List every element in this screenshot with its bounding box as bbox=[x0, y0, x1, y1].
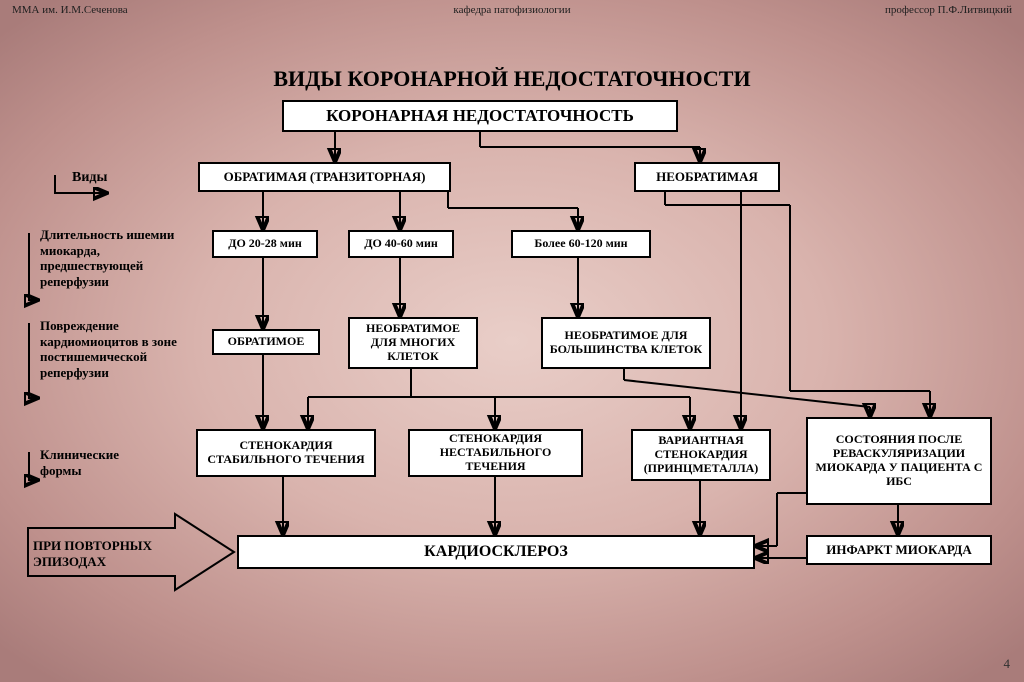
label-duration: Длительность ишемии миокарда, предшеству… bbox=[40, 227, 180, 289]
node-irreversible: НЕОБРАТИМАЯ bbox=[634, 162, 780, 192]
node-p1: ОБРАТИМОЕ bbox=[212, 329, 320, 355]
node-root: КОРОНАРНАЯ НЕДОСТАТОЧНОСТЬ bbox=[282, 100, 678, 132]
node-c2: СТЕНОКАРДИЯ НЕСТАБИЛЬНОГО ТЕЧЕНИЯ bbox=[408, 429, 583, 477]
node-d1: ДО 20-28 мин bbox=[212, 230, 318, 258]
node-d3: Более 60-120 мин bbox=[511, 230, 651, 258]
slide: ММА им. И.М.Сеченова кафедра патофизиоло… bbox=[0, 0, 1024, 682]
page-title: ВИДЫ КОРОНАРНОЙ НЕДОСТАТОЧНОСТИ bbox=[0, 66, 1024, 92]
label-types: Виды bbox=[72, 170, 107, 187]
node-sclerosis: КАРДИОСКЛЕРОЗ bbox=[237, 535, 755, 569]
node-c4: СОСТОЯНИЯ ПОСЛЕ РЕВАСКУЛЯРИЗАЦИИ МИОКАРД… bbox=[806, 417, 992, 505]
header-right: профессор П.Ф.Литвицкий bbox=[885, 4, 1012, 16]
page-number: 4 bbox=[1004, 656, 1011, 672]
node-p3: НЕОБРАТИМОЕ ДЛЯ БОЛЬШИНСТВА КЛЕТОК bbox=[541, 317, 711, 369]
node-reversible: ОБРАТИМАЯ (ТРАНЗИТОРНАЯ) bbox=[198, 162, 451, 192]
label-repeat: ПРИ ПОВТОРНЫХ ЭПИЗОДАХ bbox=[33, 538, 173, 569]
node-c3: ВАРИАНТНАЯ СТЕНОКАРДИЯ (ПРИНЦМЕТАЛЛА) bbox=[631, 429, 771, 481]
node-c1: СТЕНОКАРДИЯ СТАБИЛЬНОГО ТЕЧЕНИЯ bbox=[196, 429, 376, 477]
node-d2: ДО 40-60 мин bbox=[348, 230, 454, 258]
header-center: кафедра патофизиологии bbox=[0, 4, 1024, 16]
node-infarct: ИНФАРКТ МИОКАРДА bbox=[806, 535, 992, 565]
node-p2: НЕОБРАТИМОЕ ДЛЯ МНОГИХ КЛЕТОК bbox=[348, 317, 478, 369]
label-clinical: Клинические формы bbox=[40, 447, 160, 478]
label-damage: Повреждение кардиомиоцитов в зоне постиш… bbox=[40, 318, 190, 380]
